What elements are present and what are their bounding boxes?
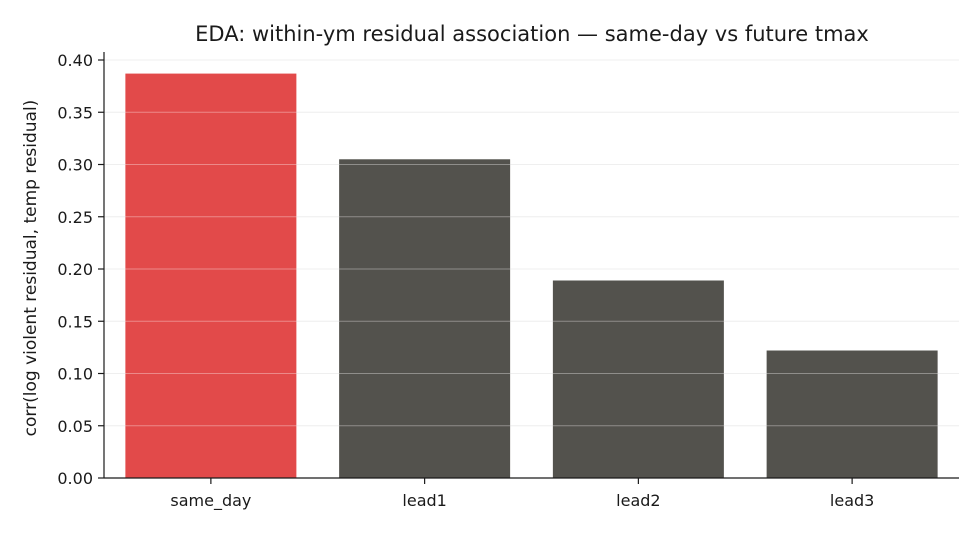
axis-layer: 0.00 0.05 0.10 0.15 0.20 0.25 0.30 0.35 0.40 same… — [57, 51, 959, 511]
y-tick-label: 0.35 — [57, 103, 93, 122]
y-tick-label: 0.15 — [57, 312, 93, 331]
y-tick-label: 0.05 — [57, 417, 93, 436]
y-tick-label: 0.30 — [57, 156, 93, 175]
chart-title: EDA: within-ym residual association — sa… — [195, 22, 869, 46]
bar-same_day — [125, 73, 297, 479]
bar-layer — [104, 59, 959, 479]
bar-lead1 — [339, 159, 511, 478]
bar-lead2 — [552, 280, 724, 478]
x-tick-label: lead2 — [616, 491, 660, 510]
y-tick-label: 0.00 — [57, 469, 93, 488]
x-tick-label: lead1 — [402, 491, 446, 510]
y-tick-label: 0.10 — [57, 365, 93, 384]
x-tick-label: lead3 — [830, 491, 874, 510]
y-tick-label: 0.25 — [57, 208, 93, 227]
y-axis-label: corr(log violent residual, temp residual… — [21, 100, 41, 437]
x-tick-label: same_day — [170, 491, 251, 511]
bar-lead3 — [766, 350, 938, 478]
y-tick-label: 0.20 — [57, 260, 93, 279]
y-tick-label: 0.40 — [57, 51, 93, 70]
